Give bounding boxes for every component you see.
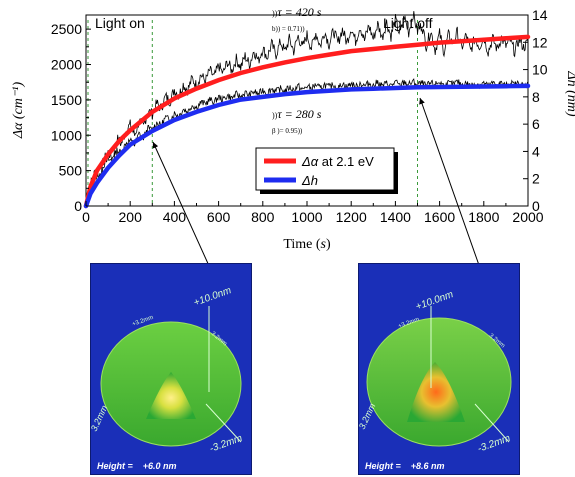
legend: Δα at 2.1 eV Δh (255, 147, 398, 194)
tau-blue-annotation: ))τ = 280 s (272, 107, 322, 121)
light-off-annotation: Light off (383, 15, 433, 31)
tau-blue-prefix: )) (272, 111, 278, 120)
legend-label-blue-greek: Δh (301, 173, 318, 188)
beta-blue-annotation: β )= 0.95)) (272, 127, 303, 135)
y-right-tick-label: 8 (532, 89, 540, 105)
y-right-tick-label: 14 (532, 7, 548, 23)
legend-label-red: Δα at 2.1 eV (301, 154, 374, 169)
afm-surface-1: +10.0nm +3.2mm 3.2mm 3.2mm -3.2mm (91, 285, 244, 455)
y-left-tick-label: 500 (59, 163, 83, 179)
legend-label-red-greek: Δα (301, 154, 319, 169)
afm-side-label-right-2: -3.2mm (476, 433, 512, 455)
legend-label-red-rest: at 2.1 eV (318, 154, 374, 169)
beta-red-annotation: b)) = 0.71)) (272, 25, 305, 33)
x-tick-label: 1200 (336, 209, 367, 225)
x-tick-label: 1400 (380, 209, 411, 225)
afm-peak-1 (146, 372, 196, 419)
y-left-tick-label: 2000 (51, 57, 82, 73)
x-tick-label: 0 (82, 209, 90, 225)
tau-red-annotation: ))τ = 420 s (272, 5, 322, 19)
x-axis-ticks: 0 200 400 600 800 1000 1200 1400 1600 1800 2000 (82, 201, 544, 225)
legend-label-blue: Δh (301, 173, 318, 188)
tau-blue-value: τ = 280 s (277, 107, 321, 121)
legend-box (255, 147, 395, 191)
afm-inset-2: +10.0nm +3.2mm 3.2mm 3.2mm -3.2mm Height… (358, 263, 520, 475)
fit-curve-absorption (83, 34, 531, 209)
y-right-tick-label: 0 (532, 198, 540, 214)
y-left-tick-label: 1000 (51, 127, 82, 143)
x-axis-label-main: Time (283, 237, 312, 252)
x-axis-label: Time (s) (283, 237, 331, 252)
y-right-tick-label: 6 (532, 116, 540, 132)
afm-height-label-2: Height = +8.6 nm (365, 461, 445, 471)
afm-top-label-1: +10.0nm (192, 285, 233, 309)
afm-top-label-2: +10.0nm (414, 289, 455, 313)
afm-peak-2 (407, 362, 465, 422)
x-tick-label: 600 (207, 209, 231, 225)
afm-inset-1: +10.0nm +3.2mm 3.2mm 3.2mm -3.2mm Height… (90, 263, 252, 475)
y-left-tick-label: 2500 (51, 21, 82, 37)
afm-surface-2: +10.0nm +3.2mm 3.2mm 3.2mm -3.2mm (359, 289, 512, 455)
tau-red-prefix: )) (272, 9, 278, 18)
x-tick-label: 1600 (424, 209, 455, 225)
y-right-tick-label: 12 (532, 34, 548, 50)
fit-curve-height (83, 83, 531, 209)
chart: 0 200 400 600 800 1000 1200 1400 1600 1800 2000 0 5… (11, 5, 575, 252)
y-left-axis-ticks: 0 500 1000 1500 2000 2500 (51, 21, 91, 214)
afm-side-label-right-1: -3.2mm (208, 433, 244, 455)
afm-side-label-left-2: 3.2mm (359, 401, 378, 431)
y-right-axis-label: Δh (nm) (564, 70, 575, 116)
tau-red-value: τ = 420 s (277, 5, 321, 19)
afm-diag-line-1 (205, 403, 242, 443)
x-tick-label: 1000 (291, 209, 322, 225)
y-left-axis-label: Δα (cm⁻¹) (11, 82, 26, 140)
y-left-tick-label: 1500 (51, 92, 82, 108)
x-tick-label: 800 (251, 209, 275, 225)
light-on-annotation: Light on (95, 15, 145, 31)
x-tick-label: 2000 (512, 209, 543, 225)
x-axis-label-unit: s (321, 237, 327, 252)
y-left-tick-label: 0 (74, 198, 82, 214)
x-tick-label: 400 (163, 209, 187, 225)
y-right-tick-label: 4 (532, 143, 540, 159)
x-tick-label: 200 (119, 209, 143, 225)
afm-diag-line-2 (474, 403, 510, 443)
y-right-tick-label: 2 (532, 171, 540, 187)
fit-curves (83, 34, 531, 209)
y-right-tick-label: 10 (532, 62, 548, 78)
y-right-axis-ticks: 0 2 4 6 8 10 12 14 (523, 7, 548, 214)
afm-height-label-1: Height = +6.0 nm (97, 461, 177, 471)
x-tick-label: 1800 (468, 209, 499, 225)
afm-side-label-left-1: 3.2mm (91, 403, 110, 433)
